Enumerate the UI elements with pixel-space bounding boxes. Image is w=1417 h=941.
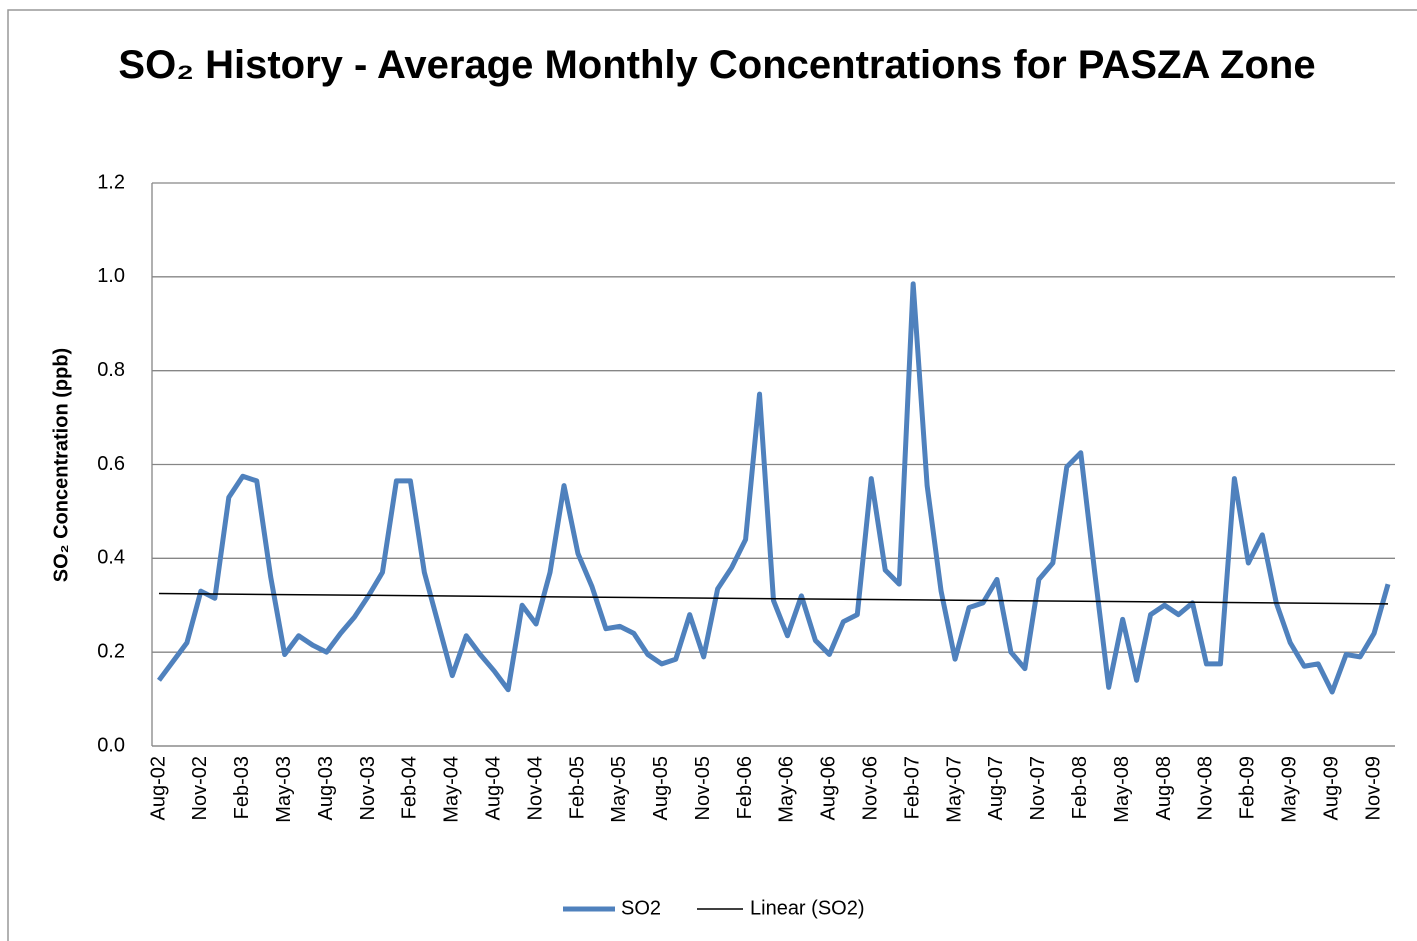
x-tick-label: May-07 <box>943 756 965 823</box>
x-tick-label: Aug-04 <box>482 756 504 821</box>
x-tick-label: Feb-03 <box>231 756 253 819</box>
legend-label: SO2 <box>621 897 661 919</box>
y-tick-label: 0.4 <box>97 547 125 569</box>
x-tick-label: Aug-03 <box>315 756 337 821</box>
x-tick-label: Nov-06 <box>860 756 882 820</box>
x-tick-label: Nov-08 <box>1195 756 1217 820</box>
x-tick-label: May-03 <box>273 756 295 823</box>
x-tick-label: May-09 <box>1279 756 1301 823</box>
x-tick-label: Nov-04 <box>524 756 546 820</box>
y-axis-label: SO₂ Concentration (ppb) <box>50 348 72 582</box>
x-tick-label: Aug-05 <box>650 756 672 821</box>
x-tick-label: Feb-05 <box>566 756 588 819</box>
x-tick-label: Nov-03 <box>357 756 379 820</box>
x-tick-label: Feb-09 <box>1237 756 1259 819</box>
y-tick-label: 1.2 <box>97 171 125 193</box>
x-tick-label: Nov-09 <box>1362 756 1384 820</box>
x-tick-label: Aug-06 <box>818 756 840 821</box>
chart-title: SO₂ History - Average Monthly Concentrat… <box>118 43 1316 87</box>
x-tick-label: May-05 <box>608 756 630 823</box>
y-tick-label: 0.2 <box>97 640 125 662</box>
chart-border <box>7 9 1417 941</box>
x-tick-label: May-04 <box>441 756 463 823</box>
x-tick-label: Feb-08 <box>1069 756 1091 819</box>
x-tick-label: Nov-05 <box>692 756 714 820</box>
x-tick-label: Feb-04 <box>399 756 421 819</box>
x-tick-label: May-08 <box>1111 756 1133 823</box>
trend-line <box>158 592 1389 605</box>
x-tick-label: Aug-08 <box>1153 756 1175 821</box>
x-tick-label: Feb-07 <box>901 756 923 819</box>
x-tick-label: Nov-07 <box>1027 756 1049 820</box>
legend-label: Linear (SO2) <box>750 897 865 919</box>
x-tick-label: May-06 <box>776 756 798 823</box>
y-tick-label: 1.0 <box>97 265 125 287</box>
x-tick-label: Aug-09 <box>1320 756 1342 821</box>
x-tick-label: Aug-02 <box>147 756 169 821</box>
x-tick-label: Nov-02 <box>189 756 211 820</box>
y-tick-label: 0.0 <box>97 734 125 756</box>
x-tick-label: Aug-07 <box>985 756 1007 821</box>
x-tick-label: Feb-06 <box>734 756 756 819</box>
data-line <box>156 281 1391 695</box>
y-tick-label: 0.8 <box>97 359 125 381</box>
y-tick-label: 0.6 <box>97 453 125 475</box>
